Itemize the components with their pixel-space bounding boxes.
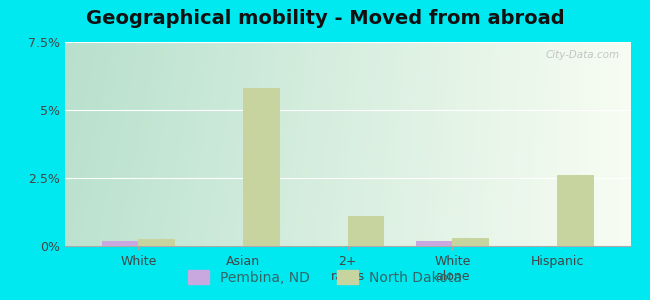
Legend: Pembina, ND, North Dakota: Pembina, ND, North Dakota	[182, 264, 468, 290]
Bar	[101, 241, 138, 246]
Text: City-Data.com: City-Data.com	[545, 50, 619, 60]
Text: Geographical mobility - Moved from abroad: Geographical mobility - Moved from abroa…	[86, 9, 564, 28]
Bar	[348, 216, 384, 246]
Bar	[243, 88, 280, 246]
Bar	[557, 175, 594, 246]
Bar	[138, 239, 175, 246]
Bar	[452, 238, 489, 246]
Bar	[416, 241, 452, 246]
